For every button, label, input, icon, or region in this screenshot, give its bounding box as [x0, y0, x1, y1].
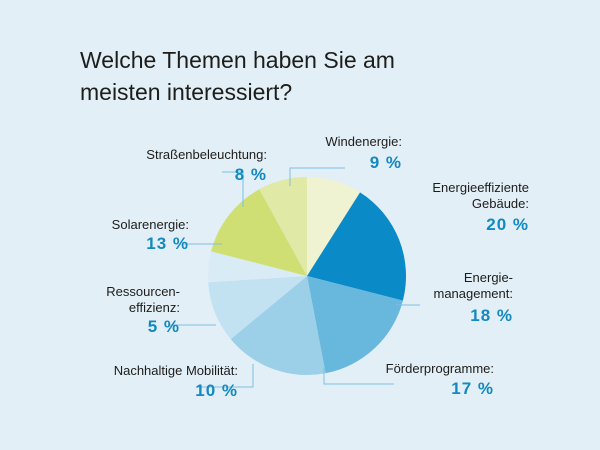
slice-value-energieeffiziente-gebaeude: 20 % [486, 215, 529, 234]
slice-label-windenergie: Windenergie: [325, 134, 402, 149]
pie-slices [208, 177, 407, 376]
slice-value-foerderprogramme: 17 % [451, 379, 494, 398]
pie-slice-foerderprogramme [230, 276, 326, 376]
chart-title: Welche Themen haben Sie am meisten inter… [80, 44, 540, 108]
slice-label-strassenbeleuchtung: Straßenbeleuchtung: [146, 147, 267, 162]
slice-value-windenergie: 9 % [370, 153, 402, 172]
slice-value-nachhaltige-mobilitaet: 10 % [195, 381, 238, 400]
pie-slice-windenergie [307, 177, 361, 276]
chart-title-line-1: Welche Themen haben Sie am [80, 47, 395, 73]
slice-label-energiemanagement-line-1: Energie- [464, 270, 513, 285]
slice-label-solarenergie: Solarenergie: [112, 217, 189, 232]
pie-slice-ressourceneffizienz [208, 251, 307, 283]
chart-title-line-2: meisten interessiert? [80, 79, 293, 105]
pie-slice-nachhaltige-mobilitaet [208, 276, 307, 340]
leader-line-strassenbeleuchtung [222, 171, 244, 207]
slice-label-energieeffiziente-gebaeude-line-2: Gebäude: [472, 196, 529, 211]
pie-slice-solarenergie [211, 189, 307, 276]
leader-line-nachhaltige-mobilitaet [198, 364, 254, 388]
slice-label-ressourceneffizienz-line-2: effizienz: [129, 300, 180, 315]
slice-label-nachhaltige-mobilitaet: Nachhaltige Mobilität: [114, 363, 238, 378]
slice-value-energiemanagement: 18 % [470, 306, 513, 325]
slice-label-ressourceneffizienz-line-1: Ressourcen- [106, 284, 180, 299]
slice-value-solarenergie: 13 % [146, 234, 189, 253]
leader-line-foerderprogramme [323, 368, 394, 385]
pie-slice-energiemanagement [307, 276, 403, 374]
pie-slice-energieeffiziente-gebaeude [307, 192, 407, 301]
slice-label-energieeffiziente-gebaeude-line-1: Energieeffiziente [432, 180, 529, 195]
slice-label-foerderprogramme: Förderprogramme: [386, 361, 494, 376]
pie-slice-strassenbeleuchtung [259, 177, 307, 276]
slice-value-ressourceneffizienz: 5 % [148, 317, 180, 336]
slice-value-strassenbeleuchtung: 8 % [235, 165, 267, 184]
leader-line-windenergie [289, 167, 345, 186]
slice-label-energiemanagement-line-2: management: [434, 286, 514, 301]
